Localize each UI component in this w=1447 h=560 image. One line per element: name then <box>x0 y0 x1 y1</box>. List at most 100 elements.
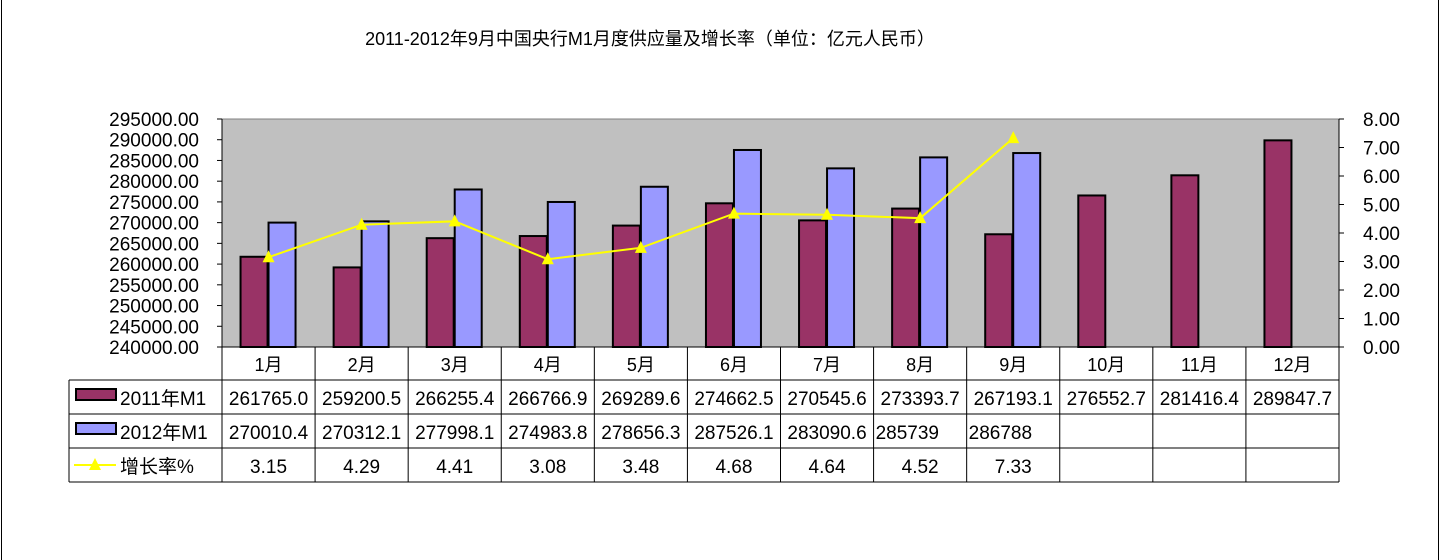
category-label: 8月 <box>906 355 934 375</box>
bar-2011 <box>332 266 362 349</box>
category-label: 4月 <box>534 355 562 375</box>
category-label: 11月 <box>1181 355 1218 375</box>
y2-tick-label: 1.00 <box>1363 310 1400 331</box>
table-cell-value: 283090.6 <box>787 423 866 444</box>
y2-tick-label: 7.00 <box>1363 139 1400 160</box>
growth-rate-marker <box>1007 131 1020 144</box>
y-tick-label: 240000.00 <box>109 338 199 359</box>
table-cell-value: 286788 <box>969 423 1032 444</box>
legend-label: 增长率% <box>120 456 194 478</box>
legend-label: 2011年M1 <box>120 388 206 410</box>
y-tick-label: 275000.00 <box>109 193 199 214</box>
table-cell-value: 285739 <box>876 423 939 444</box>
table-cell-value: 4.64 <box>809 457 846 478</box>
growth-rate-marker <box>821 207 834 220</box>
category-label: 12月 <box>1273 355 1311 375</box>
y2-tick-label: 4.00 <box>1363 224 1400 245</box>
table-cell-value: 274983.8 <box>508 423 587 444</box>
table-cell-value: 266255.4 <box>415 389 495 410</box>
category-label: 9月 <box>999 355 1027 375</box>
plot-area <box>221 118 1340 348</box>
table-cell-value: 277998.1 <box>415 423 494 444</box>
legend-key-2011 <box>75 388 117 401</box>
table-cell-value: 267193.1 <box>974 389 1053 410</box>
growth-rate-marker <box>262 250 275 263</box>
bar-2011 <box>239 255 269 348</box>
bar-2012 <box>453 188 483 348</box>
table-cell-value: 287526.1 <box>694 423 773 444</box>
y2-tick-label: 5.00 <box>1363 196 1400 217</box>
bar-2011 <box>891 207 921 348</box>
category-label: 6月 <box>720 355 748 375</box>
table-cell-value: 7.33 <box>995 457 1032 478</box>
category-label: 2月 <box>348 355 376 375</box>
bar-2011 <box>1170 174 1200 348</box>
table-cell-value: 273393.7 <box>881 389 960 410</box>
table-cell-value: 281416.4 <box>1160 389 1240 410</box>
bar-2011 <box>798 219 828 348</box>
table-cell-value: 3.48 <box>622 457 659 478</box>
bar-2012 <box>546 200 576 348</box>
y2-tick-label: 8.00 <box>1363 110 1400 131</box>
y-tick-label: 265000.00 <box>109 234 199 255</box>
table-cell-value: 3.08 <box>529 457 566 478</box>
bar-2011 <box>984 233 1014 349</box>
y2-tick-label: 6.00 <box>1363 167 1400 188</box>
category-label: 7月 <box>813 355 841 375</box>
y-tick-label: 270000.00 <box>109 214 199 235</box>
table-cell-value: 3.15 <box>250 457 287 478</box>
table-cell-value: 270010.4 <box>229 423 309 444</box>
y-tick-label: 255000.00 <box>109 276 199 297</box>
table-cell-value: 274662.5 <box>694 389 773 410</box>
bar-2011 <box>425 237 455 349</box>
category-label: 1月 <box>255 355 283 375</box>
bar-2011 <box>1263 139 1293 348</box>
bar-2012 <box>639 185 669 348</box>
table-cell-value: 4.41 <box>436 457 473 478</box>
y2-tick-label: 2.00 <box>1363 281 1400 302</box>
growth-rate-marker <box>541 252 554 265</box>
table-cell-value: 269289.6 <box>601 389 680 410</box>
bar-2011 <box>1077 194 1107 348</box>
growth-rate-marker <box>634 240 647 253</box>
bar-2011 <box>611 224 641 349</box>
y-tick-label: 260000.00 <box>109 255 199 276</box>
table-cell-value: 4.68 <box>715 457 752 478</box>
table-cell-value: 289847.7 <box>1253 389 1332 410</box>
growth-rate-marker <box>448 214 461 227</box>
growth-rate-marker <box>355 217 368 230</box>
legend-key-growth-marker <box>89 458 101 470</box>
growth-rate-marker <box>914 211 927 224</box>
y-tick-label: 290000.00 <box>109 131 199 152</box>
y2-tick-label: 0.00 <box>1363 338 1400 359</box>
legend-key-2012 <box>75 422 117 435</box>
category-label: 10月 <box>1087 355 1125 375</box>
category-label: 3月 <box>441 355 469 375</box>
table-cell-value: 266766.9 <box>508 389 587 410</box>
table-cell-value: 261765.0 <box>229 389 308 410</box>
table-cell-value: 4.52 <box>902 457 939 478</box>
chart-title: 2011-2012年9月中国央行M1月度供应量及增长率（单位：亿元人民币） <box>365 29 935 49</box>
category-label: 5月 <box>627 355 655 375</box>
legend-label: 2012年M1 <box>120 422 208 444</box>
table-cell-value: 259200.5 <box>322 389 401 410</box>
y-tick-label: 295000.00 <box>109 110 199 131</box>
bar-2012 <box>732 148 762 348</box>
table-cell-value: 278656.3 <box>601 423 680 444</box>
bar-2012 <box>919 156 949 348</box>
bar-2011 <box>704 202 734 348</box>
growth-rate-marker <box>727 206 740 219</box>
table-cell-value: 276552.7 <box>1067 389 1146 410</box>
y-tick-label: 280000.00 <box>109 172 199 193</box>
y2-tick-label: 3.00 <box>1363 253 1400 274</box>
bar-2011 <box>518 235 548 348</box>
table-cell-value: 270545.6 <box>787 389 866 410</box>
bar-2012 <box>1012 152 1042 348</box>
bar-2012 <box>826 167 856 348</box>
y-tick-label: 250000.00 <box>109 297 199 318</box>
y-tick-label: 245000.00 <box>109 317 199 338</box>
table-cell-value: 4.29 <box>343 457 380 478</box>
y-tick-label: 285000.00 <box>109 151 199 172</box>
